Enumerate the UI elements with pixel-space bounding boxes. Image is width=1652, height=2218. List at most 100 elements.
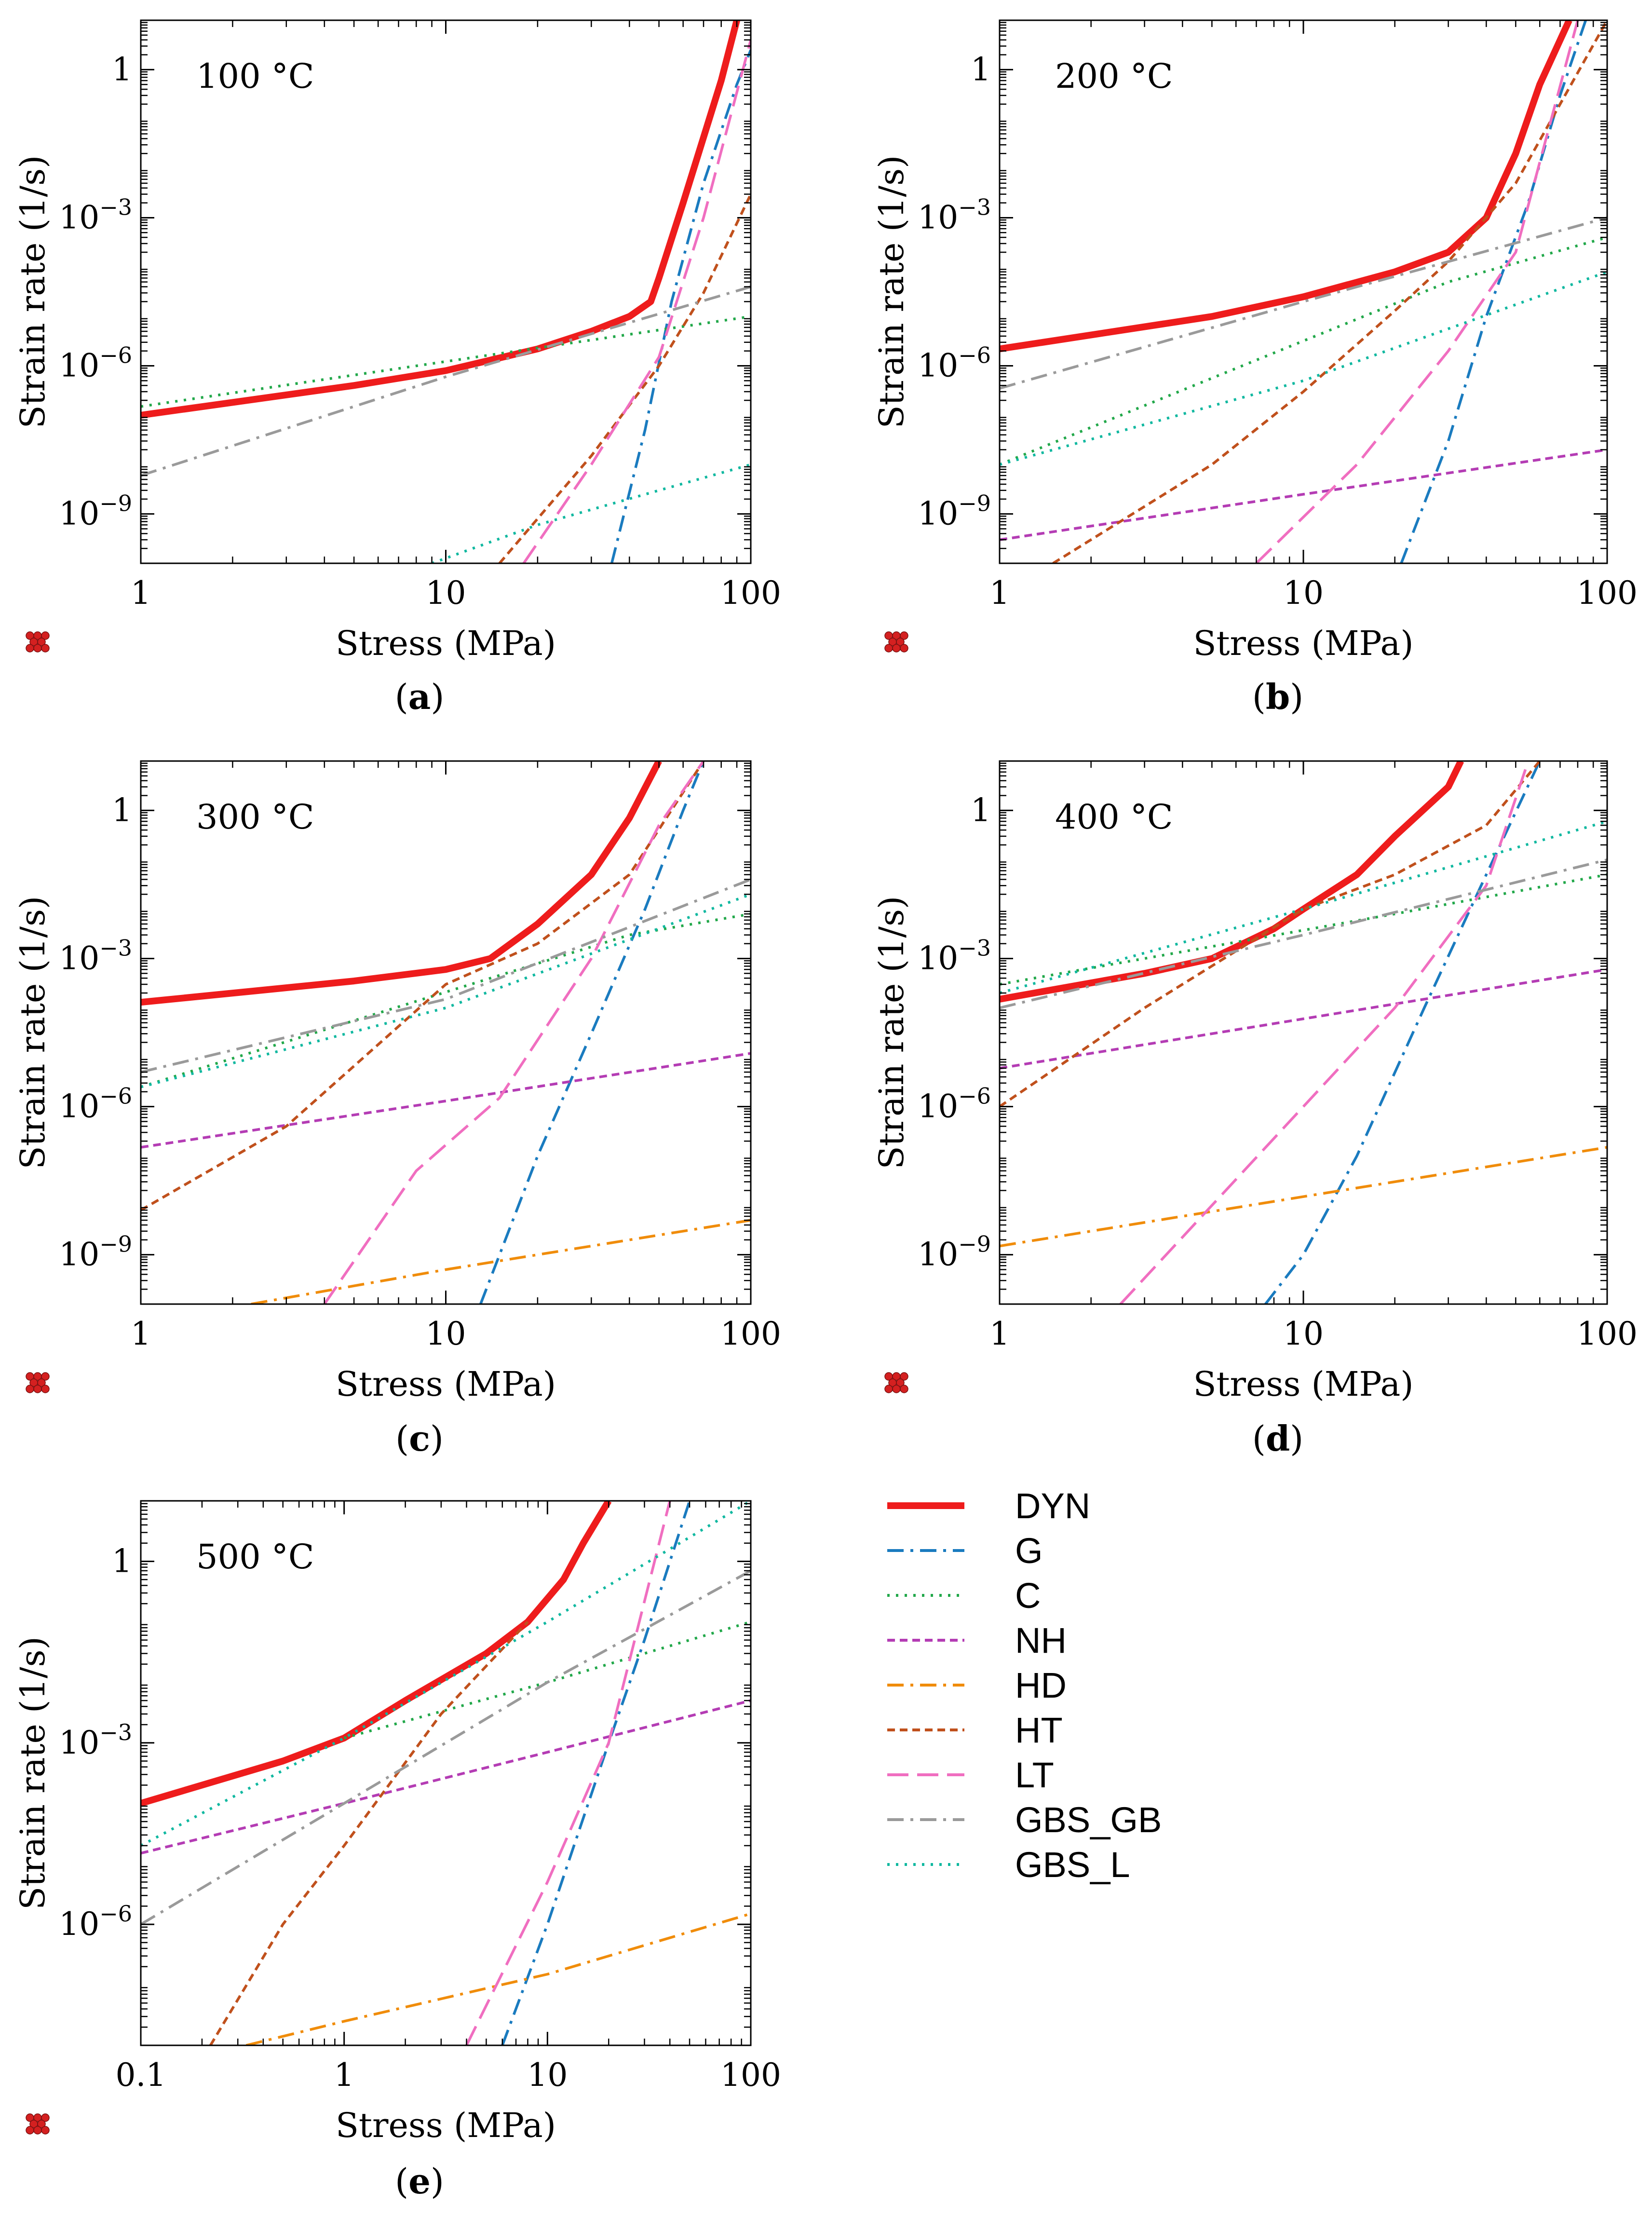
atoms-icon: [26, 1372, 50, 1393]
series-line-g: [610, 49, 751, 563]
series-line-hd: [251, 1219, 751, 1304]
plot-frame: [140, 1500, 752, 2046]
series-line-lt: [465, 1501, 671, 2045]
x-tick-label: 100: [1577, 1315, 1638, 1352]
x-axis-label: Stress (MPa): [336, 624, 556, 663]
x-tick-label: 100: [720, 2056, 781, 2094]
series-line-dyn: [141, 20, 740, 419]
series-line-gbs-gb: [1000, 858, 1607, 1009]
y-tick-label: 10−3: [918, 935, 991, 977]
atom-dot: [884, 1385, 893, 1393]
series-line-g: [479, 761, 705, 1304]
series-line-c: [343, 1620, 751, 1740]
y-tick-label: 10−9: [918, 1231, 991, 1273]
series-line-c: [141, 315, 751, 408]
atom-dot: [26, 2126, 34, 2135]
y-tick-label: 1: [112, 51, 132, 88]
y-tick-label: 10−3: [59, 194, 132, 236]
plot-frame: [140, 760, 752, 1305]
y-tick-label: 10−3: [59, 935, 132, 977]
series-line-ht: [498, 193, 751, 563]
atom-dot: [41, 2113, 50, 2122]
atom-dot: [41, 1385, 50, 1393]
series-line-dyn: [141, 1501, 612, 1807]
atom-dot: [892, 1385, 901, 1393]
atom-dot: [900, 631, 908, 640]
chart-panel-1: 1 10 100 10−9 10−6 10−3 1 Stress (MPa) Strain ra…: [13, 19, 781, 717]
atom-dot: [37, 638, 46, 646]
y-axis-label: Strain rate (1/s): [872, 896, 911, 1170]
series-group: [141, 20, 751, 563]
series-line-dyn: [141, 761, 662, 1006]
series-line-hd: [245, 1912, 751, 2045]
atom-dot: [26, 644, 34, 653]
y-axis-label: Strain rate (1/s): [13, 896, 53, 1170]
x-tick-label: 100: [720, 1315, 781, 1352]
series-line-hd: [1000, 1146, 1607, 1248]
y-tick-label: 10−6: [59, 342, 132, 384]
x-tick-label: 1: [131, 1315, 151, 1352]
x-tick-label: 10: [426, 1315, 466, 1352]
series-line-ht: [1052, 20, 1607, 563]
series-group: [1000, 761, 1607, 1304]
legend-label-hd: HD: [1015, 1665, 1067, 1705]
series-line-nh: [141, 1052, 751, 1149]
x-tick-label: 1: [334, 2056, 354, 2094]
series-line-lt: [522, 39, 751, 563]
series-line-gbs-gb: [1000, 216, 1607, 390]
series-line-gbs-l: [141, 893, 751, 1089]
panel-title: 300 °C: [196, 797, 314, 837]
atoms-icon: [26, 2113, 50, 2135]
panel-caption: (a): [395, 676, 445, 717]
chart-panel-5: 0.1 1 10 100 10−6 10−3 1 Stress (MPa) Strain rat…: [13, 1500, 781, 2202]
atoms-icon: [26, 631, 50, 653]
x-axis-label: Stress (MPa): [336, 2106, 556, 2145]
x-tick-label: 10: [1283, 574, 1324, 612]
legend-label-c: C: [1015, 1576, 1041, 1616]
y-tick-label: 10−6: [59, 1901, 132, 1943]
x-tick-label: 100: [720, 574, 781, 612]
x-tick-label: 1: [131, 574, 151, 612]
atom-dot: [896, 1378, 905, 1387]
series-line-nh: [1000, 448, 1607, 541]
x-axis-label: Stress (MPa): [1193, 1364, 1413, 1404]
y-axis-label: Strain rate (1/s): [13, 1636, 53, 1910]
x-tick-label: 1: [989, 1315, 1010, 1352]
series-group: [141, 1501, 751, 2045]
legend-label-gbs-gb: GBS_GB: [1015, 1800, 1162, 1840]
y-axis-label: Strain rate (1/s): [13, 155, 53, 429]
legend-label-lt: LT: [1015, 1755, 1054, 1795]
x-tick-label: 1: [989, 574, 1010, 612]
series-line-dyn: [1000, 20, 1572, 353]
series-line-c: [141, 912, 751, 1089]
series-line-lt: [1255, 20, 1579, 563]
series-line-gbs-gb: [141, 285, 751, 477]
series-line-gbs-l: [431, 463, 751, 563]
series-line-gbs-l: [1000, 271, 1607, 466]
x-axis-label: Stress (MPa): [336, 1364, 556, 1404]
y-tick-label: 1: [971, 51, 991, 88]
panel-title: 400 °C: [1055, 797, 1173, 837]
panel-title: 100 °C: [196, 56, 314, 96]
x-axis-label: Stress (MPa): [1193, 624, 1413, 663]
y-tick-label: 1: [112, 1542, 132, 1579]
series-line-lt: [1119, 761, 1530, 1304]
plot-frame: [999, 19, 1608, 564]
atom-dot: [33, 2126, 42, 2135]
series-line-lt: [323, 761, 705, 1304]
series-line-gbs-gb: [141, 1569, 751, 1926]
y-tick-label: 10−3: [918, 194, 991, 236]
atom-dot: [900, 1385, 908, 1393]
panel-caption: (e): [395, 2161, 444, 2202]
y-tick-label: 1: [971, 791, 991, 829]
panel-title: 500 °C: [196, 1537, 314, 1577]
series-line-gbs-l: [1000, 820, 1607, 994]
series-line-gbs-gb: [141, 878, 751, 1074]
atom-dot: [884, 644, 893, 653]
chart-panel-2: 1 10 100 10−9 10−6 10−3 1 Stress (MPa) Strain ra…: [872, 19, 1638, 717]
series-line-gbs-l: [141, 1501, 751, 1847]
atom-dot: [896, 638, 905, 646]
atom-dot: [33, 644, 42, 653]
